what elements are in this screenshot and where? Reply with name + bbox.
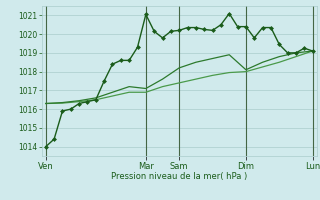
X-axis label: Pression niveau de la mer( hPa ): Pression niveau de la mer( hPa ) xyxy=(111,172,247,181)
